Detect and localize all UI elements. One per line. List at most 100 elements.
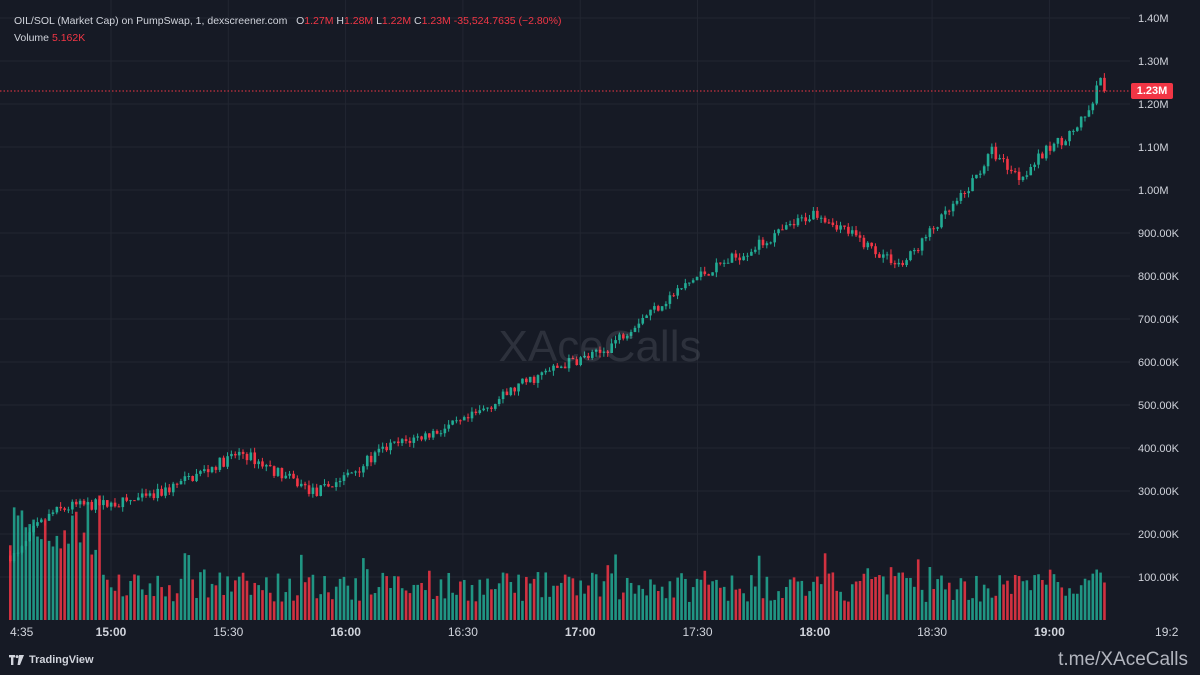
- candle-body: [490, 407, 493, 409]
- legend-volume-label: Volume: [14, 32, 50, 44]
- volume-bar: [536, 572, 540, 620]
- x-tick-label: 18:00: [799, 625, 830, 639]
- candle-body: [913, 250, 916, 252]
- candle-body: [559, 366, 563, 368]
- volume-bar: [365, 569, 369, 620]
- volume-bar: [1052, 574, 1056, 620]
- volume-bar: [24, 527, 28, 620]
- volume-bar: [688, 601, 691, 620]
- volume-bar: [858, 580, 862, 620]
- volume-bar: [920, 589, 924, 620]
- x-tick-label: 17:00: [565, 625, 596, 639]
- volume-bar: [664, 598, 668, 620]
- volume-bar: [257, 585, 260, 620]
- volume-bar: [792, 577, 796, 620]
- candle-body: [711, 272, 714, 276]
- volume-bar: [785, 586, 788, 620]
- candle-body: [1068, 130, 1071, 142]
- candle-body: [210, 467, 214, 473]
- volume-bar: [668, 581, 672, 620]
- candle-body: [885, 254, 889, 256]
- candle-body: [195, 473, 198, 482]
- volume-bar: [222, 594, 225, 620]
- candle-body: [179, 481, 183, 485]
- candle-body: [583, 355, 586, 358]
- candle-body: [1048, 145, 1052, 151]
- candle-body: [272, 466, 276, 476]
- candle-body: [792, 223, 796, 226]
- volume-bar: [323, 576, 326, 620]
- volume-bar: [354, 578, 357, 620]
- time-axis[interactable]: 4:35 15:00 15:30 16:00 16:30 17:00 17:30 18:00 1…: [10, 625, 1179, 639]
- candle-body: [979, 173, 982, 175]
- volume-bar: [548, 596, 551, 620]
- candle-body: [501, 391, 505, 400]
- candle-body: [1099, 77, 1102, 86]
- volume-bar: [823, 553, 827, 620]
- candle-body: [998, 158, 1001, 160]
- candle-body: [722, 262, 726, 264]
- volume-bar: [521, 600, 524, 620]
- volume-bar: [187, 555, 191, 620]
- volume-bar: [649, 579, 652, 620]
- volume-bar: [552, 585, 555, 620]
- volume-bar: [587, 585, 590, 620]
- y-tick-label: 900.00K: [1138, 228, 1180, 240]
- volume-bar: [466, 600, 470, 620]
- volume-bar: [435, 595, 439, 620]
- legend-volume: 5.162K: [51, 32, 86, 44]
- volume-bar: [703, 570, 707, 620]
- volume-bar: [47, 540, 51, 620]
- candle-body: [750, 251, 753, 256]
- volume-bar: [490, 589, 493, 620]
- candle-body: [1095, 85, 1098, 104]
- candle-body: [78, 500, 82, 505]
- candle-body: [944, 210, 947, 215]
- volume-bar: [486, 578, 489, 620]
- candle-body: [206, 469, 210, 473]
- volume-bar: [773, 599, 776, 620]
- volume-bar: [462, 579, 466, 620]
- candle-body: [1029, 166, 1033, 176]
- volume-bar: [288, 578, 291, 620]
- candle-body: [327, 484, 330, 487]
- candle-body: [878, 254, 881, 258]
- volume-bar: [641, 588, 645, 620]
- volume-bar: [152, 596, 156, 620]
- volume-bar: [1068, 588, 1071, 620]
- volume-bar: [168, 585, 171, 620]
- volume-bar: [715, 579, 718, 620]
- tradingview-logo[interactable]: TradingView: [9, 654, 94, 666]
- volume-bar: [854, 581, 858, 620]
- volume-bar: [393, 576, 396, 620]
- credit-link[interactable]: t.me/XAceCalls: [1058, 649, 1188, 670]
- candle-body: [870, 242, 873, 247]
- candle-body: [397, 441, 400, 444]
- candle-body: [753, 249, 757, 252]
- y-tick-label: 1.10M: [1138, 142, 1169, 154]
- volume-bar: [55, 535, 59, 620]
- volume-bar: [653, 584, 656, 620]
- candle-body: [358, 471, 361, 473]
- volume-bar: [74, 511, 78, 620]
- volume-bar: [478, 579, 482, 620]
- legend-open: 1.27M: [304, 15, 334, 27]
- candle-body: [218, 457, 222, 470]
- candle-body: [400, 439, 404, 444]
- volume-bar: [986, 588, 990, 620]
- volume-bar: [711, 581, 714, 620]
- candle-body: [1025, 175, 1029, 177]
- volume-bar: [1033, 575, 1036, 620]
- volume-bar: [90, 554, 94, 620]
- volume-bar: [261, 590, 264, 620]
- volume-bar: [563, 574, 567, 620]
- volume-bar: [556, 585, 559, 620]
- candle-body: [916, 250, 920, 252]
- volume-bar: [839, 591, 842, 620]
- volume-bar: [98, 495, 101, 620]
- volume-bar: [137, 575, 140, 620]
- price-axis[interactable]: 1.40M 1.30M 1.20M 1.10M 1.00M 900.00K 800.00K 7…: [1138, 13, 1180, 584]
- candle-body: [947, 210, 951, 212]
- legend-low: 1.22M: [381, 15, 412, 27]
